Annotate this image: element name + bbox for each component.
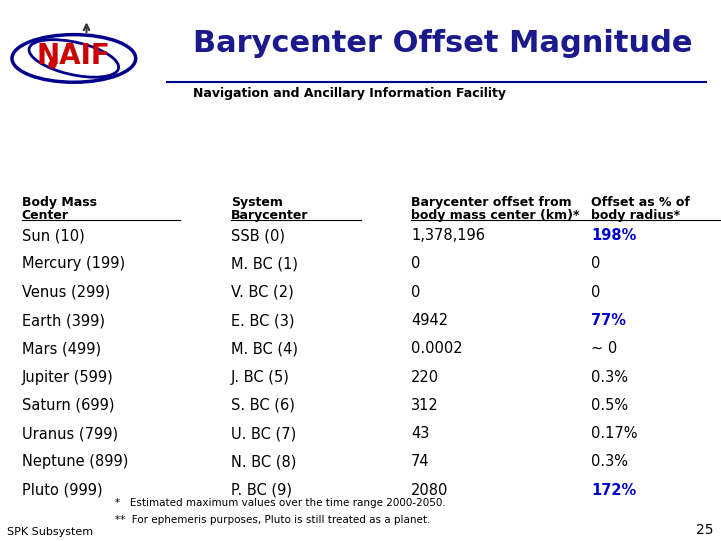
Text: Center: Center xyxy=(22,209,68,222)
Text: System: System xyxy=(231,196,283,209)
Text: body mass center (km)*: body mass center (km)* xyxy=(411,209,580,222)
Text: 0.0002: 0.0002 xyxy=(411,341,463,357)
Text: E. BC (3): E. BC (3) xyxy=(231,313,294,328)
Text: 172%: 172% xyxy=(591,483,637,498)
Text: 77%: 77% xyxy=(591,313,627,328)
Text: P. BC (9): P. BC (9) xyxy=(231,483,292,498)
Text: 0.3%: 0.3% xyxy=(591,454,628,470)
Text: 0.5%: 0.5% xyxy=(591,398,628,413)
Text: NAIF: NAIF xyxy=(37,42,111,70)
Text: 220: 220 xyxy=(411,370,439,385)
Text: V. BC (2): V. BC (2) xyxy=(231,285,293,300)
Text: body radius*: body radius* xyxy=(591,209,681,222)
Text: 74: 74 xyxy=(411,454,430,470)
Text: 312: 312 xyxy=(411,398,438,413)
Text: Venus (299): Venus (299) xyxy=(22,285,110,300)
Text: 0: 0 xyxy=(591,285,601,300)
Text: 2080: 2080 xyxy=(411,483,448,498)
Text: 0.17%: 0.17% xyxy=(591,426,637,441)
Text: Neptune (899): Neptune (899) xyxy=(22,454,128,470)
Text: *   Estimated maximum values over the time range 2000-2050.: * Estimated maximum values over the time… xyxy=(115,498,446,509)
Text: Jupiter (599): Jupiter (599) xyxy=(22,370,113,385)
Text: 0: 0 xyxy=(591,256,601,272)
Text: 0: 0 xyxy=(411,285,420,300)
Text: M. BC (4): M. BC (4) xyxy=(231,341,298,357)
Text: Saturn (699): Saturn (699) xyxy=(22,398,114,413)
Text: Offset as % of: Offset as % of xyxy=(591,196,690,209)
Text: Mercury (199): Mercury (199) xyxy=(22,256,125,272)
Text: U. BC (7): U. BC (7) xyxy=(231,426,296,441)
Text: J. BC (5): J. BC (5) xyxy=(231,370,290,385)
Text: 1,378,196: 1,378,196 xyxy=(411,228,485,243)
Text: Uranus (799): Uranus (799) xyxy=(22,426,118,441)
Text: Navigation and Ancillary Information Facility: Navigation and Ancillary Information Fac… xyxy=(193,87,506,100)
Text: 4942: 4942 xyxy=(411,313,448,328)
Text: Mars (499): Mars (499) xyxy=(22,341,101,357)
Text: Sun (10): Sun (10) xyxy=(22,228,84,243)
Text: S. BC (6): S. BC (6) xyxy=(231,398,295,413)
Text: Earth (399): Earth (399) xyxy=(22,313,105,328)
Text: Barycenter offset from: Barycenter offset from xyxy=(411,196,572,209)
Text: Body Mass: Body Mass xyxy=(22,196,97,209)
Text: Barycenter Offset Magnitude: Barycenter Offset Magnitude xyxy=(193,29,692,58)
Text: N. BC (8): N. BC (8) xyxy=(231,454,296,470)
Text: 0.3%: 0.3% xyxy=(591,370,628,385)
Text: SSB (0): SSB (0) xyxy=(231,228,285,243)
Text: 43: 43 xyxy=(411,426,429,441)
Text: 198%: 198% xyxy=(591,228,637,243)
Text: Pluto (999): Pluto (999) xyxy=(22,483,102,498)
Text: SPK Subsystem: SPK Subsystem xyxy=(7,526,93,537)
Text: 0: 0 xyxy=(411,256,420,272)
Text: **  For ephemeris purposes, Pluto is still treated as a planet.: ** For ephemeris purposes, Pluto is stil… xyxy=(115,516,430,525)
Text: M. BC (1): M. BC (1) xyxy=(231,256,298,272)
Text: 25: 25 xyxy=(696,523,714,537)
Text: ~ 0: ~ 0 xyxy=(591,341,617,357)
Text: Barycenter: Barycenter xyxy=(231,209,308,222)
